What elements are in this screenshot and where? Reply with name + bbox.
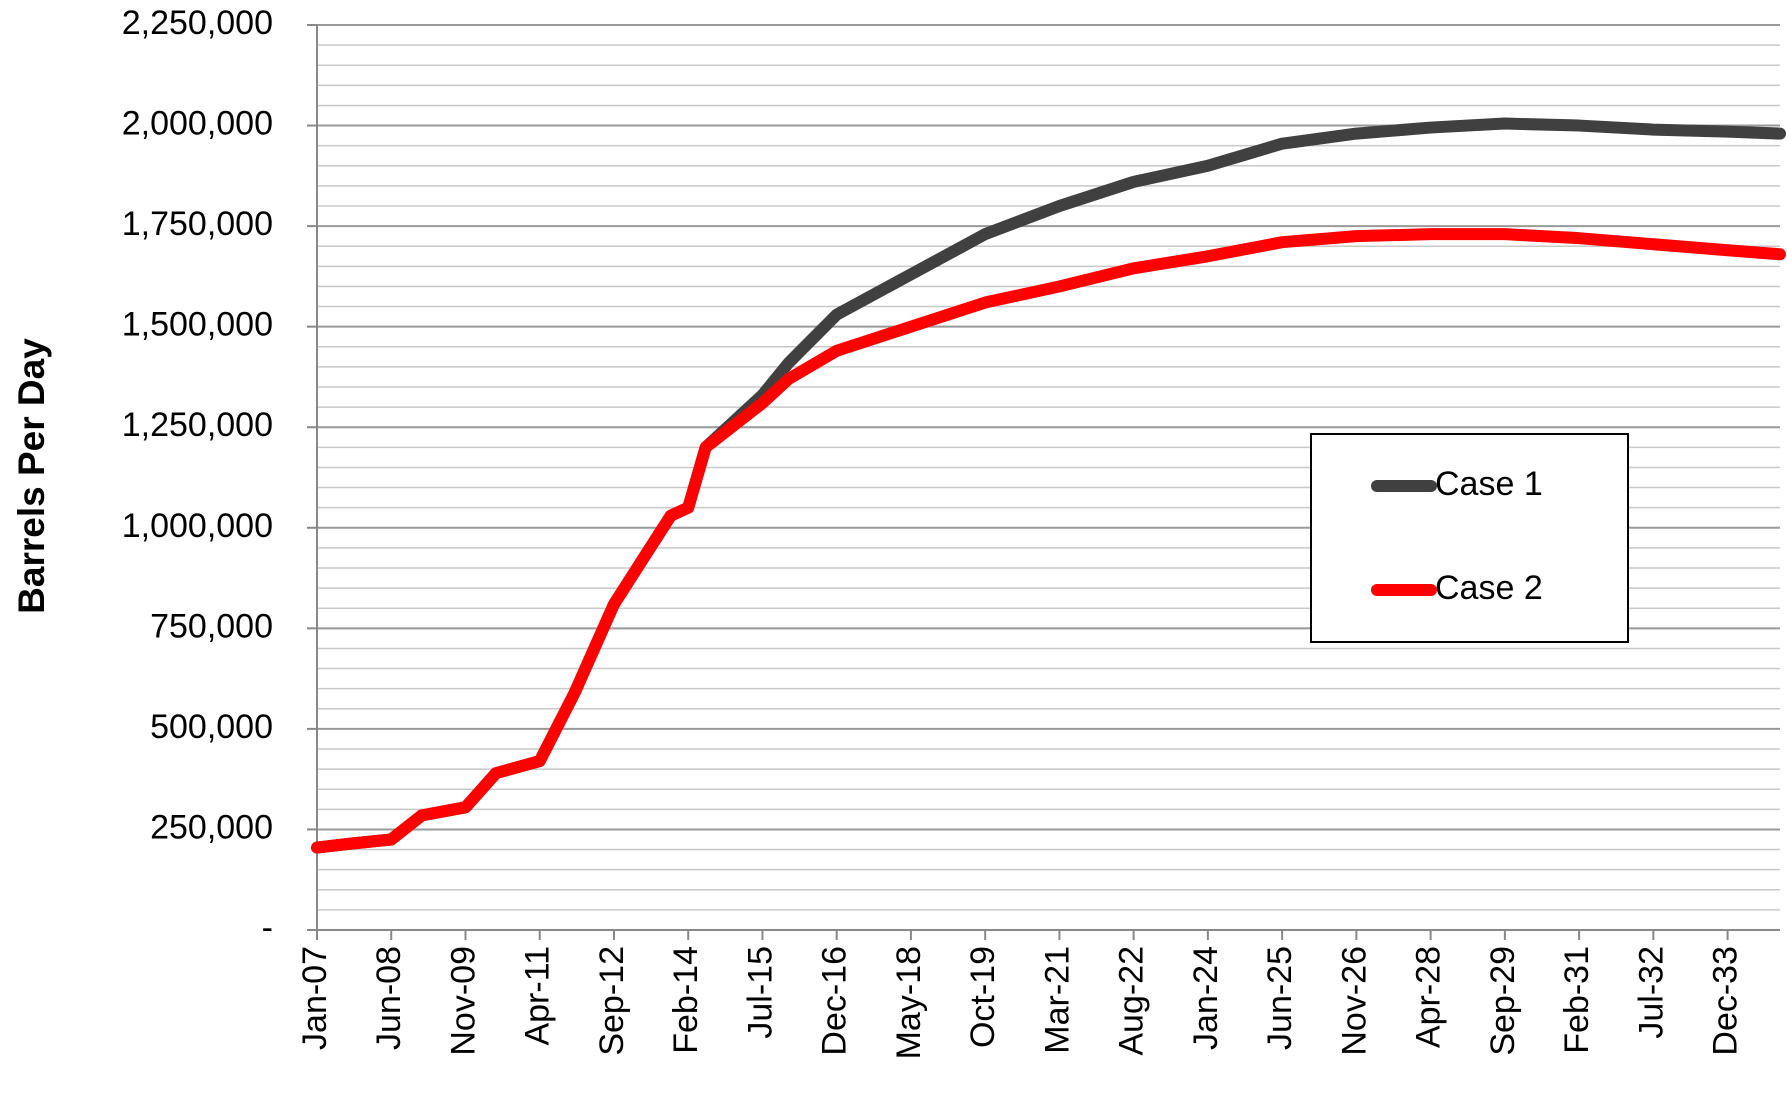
y-tick-label: 500,000 xyxy=(150,708,273,746)
legend-label: Case 1 xyxy=(1435,465,1543,503)
y-tick-label: 2,250,000 xyxy=(122,4,273,42)
y-tick-label: 2,000,000 xyxy=(122,105,273,143)
x-tick-label: Feb-31 xyxy=(1558,946,1596,1054)
y-axis-title: Barrels Per Day xyxy=(11,338,52,614)
x-tick-label: Apr-28 xyxy=(1410,946,1448,1048)
x-tick-label: Dec-33 xyxy=(1707,946,1745,1056)
y-tick-label: 1,500,000 xyxy=(122,306,273,344)
x-tick-label: Sep-29 xyxy=(1484,946,1522,1056)
x-tick-label: Oct-19 xyxy=(964,946,1002,1048)
x-tick-label: Jul-15 xyxy=(741,946,779,1039)
legend-label: Case 2 xyxy=(1435,569,1543,607)
y-tick-label: 1,000,000 xyxy=(122,507,273,545)
y-tick-label: 1,250,000 xyxy=(122,406,273,444)
x-tick-label: Feb-14 xyxy=(667,946,705,1054)
y-tick-label: 1,750,000 xyxy=(122,205,273,243)
x-tick-label: May-18 xyxy=(890,946,928,1059)
y-tick-label: 250,000 xyxy=(150,808,273,846)
x-tick-label: Aug-22 xyxy=(1113,946,1151,1056)
x-tick-label: Sep-12 xyxy=(593,946,631,1056)
y-tick-label: 750,000 xyxy=(150,607,273,645)
y-tick-label: - xyxy=(262,909,273,947)
x-tick-label: Dec-16 xyxy=(816,946,854,1056)
legend-box xyxy=(1310,433,1629,643)
x-tick-label: Jun-25 xyxy=(1261,946,1299,1050)
x-tick-label: Jan-07 xyxy=(296,946,334,1050)
x-tick-label: Nov-26 xyxy=(1335,946,1373,1056)
series-line xyxy=(311,228,1786,854)
x-tick-label: Jun-08 xyxy=(370,946,408,1050)
x-tick-label: Apr-11 xyxy=(519,946,557,1046)
x-tick-label: Nov-09 xyxy=(444,946,482,1056)
x-tick-label: Jul-32 xyxy=(1632,946,1670,1039)
x-tick-label: Jan-24 xyxy=(1187,946,1225,1050)
x-tick-label: Mar-21 xyxy=(1038,946,1076,1054)
